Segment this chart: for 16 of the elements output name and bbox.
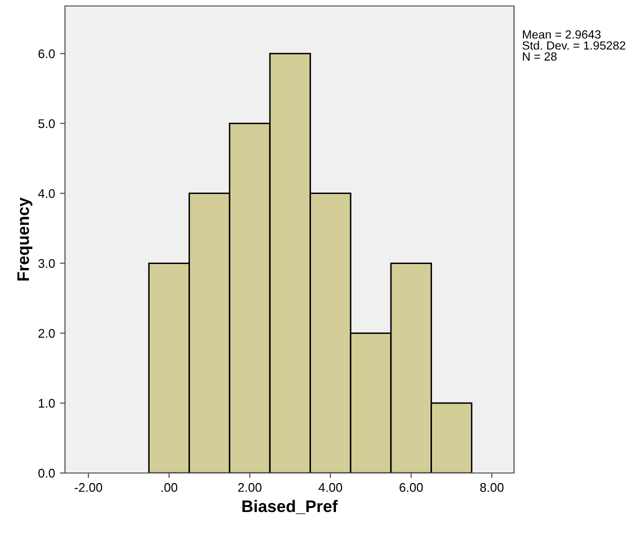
- x-tick-label: 8.00: [480, 483, 504, 492]
- x-tick-label: 6.00: [400, 483, 423, 492]
- y-axis-title: Frequency: [17, 197, 32, 281]
- x-tick-label: 4.00: [318, 483, 342, 492]
- y-tick-label: 3.0: [38, 259, 55, 268]
- y-tick-label: 5.0: [38, 119, 55, 128]
- x-tick-label: .00: [162, 483, 178, 492]
- y-tick-label: 4.0: [38, 189, 55, 198]
- x-tick-label: 2.00: [238, 483, 262, 492]
- x-axis-title: Biased_Pref: [242, 500, 338, 514]
- y-tick-label: 0.0: [38, 468, 55, 478]
- y-tick-label: 2.0: [38, 328, 55, 338]
- y-tick-label: 1.0: [38, 398, 55, 408]
- y-tick-label: 6.0: [38, 49, 55, 58]
- x-tick-label: -2.00: [74, 483, 102, 492]
- text: Mean = 2.9643 Std. Dev. = 1.95282 N = 28: [522, 30, 626, 61]
